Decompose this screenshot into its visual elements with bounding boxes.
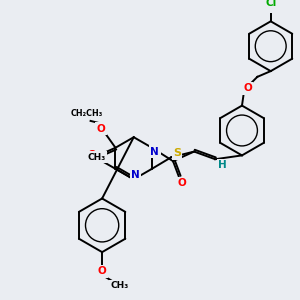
Text: CH₃: CH₃ [110,281,128,290]
Text: Cl: Cl [265,0,276,8]
Text: S: S [173,148,181,158]
Text: N: N [151,147,159,157]
Text: CH₂CH₃: CH₂CH₃ [70,109,103,118]
Text: H: H [218,160,227,170]
Text: O: O [87,150,96,161]
Text: O: O [177,178,186,188]
Text: O: O [243,83,252,93]
Text: N: N [131,169,140,179]
Text: CH₃: CH₃ [87,153,105,162]
Text: O: O [97,124,106,134]
Text: O: O [98,266,106,276]
